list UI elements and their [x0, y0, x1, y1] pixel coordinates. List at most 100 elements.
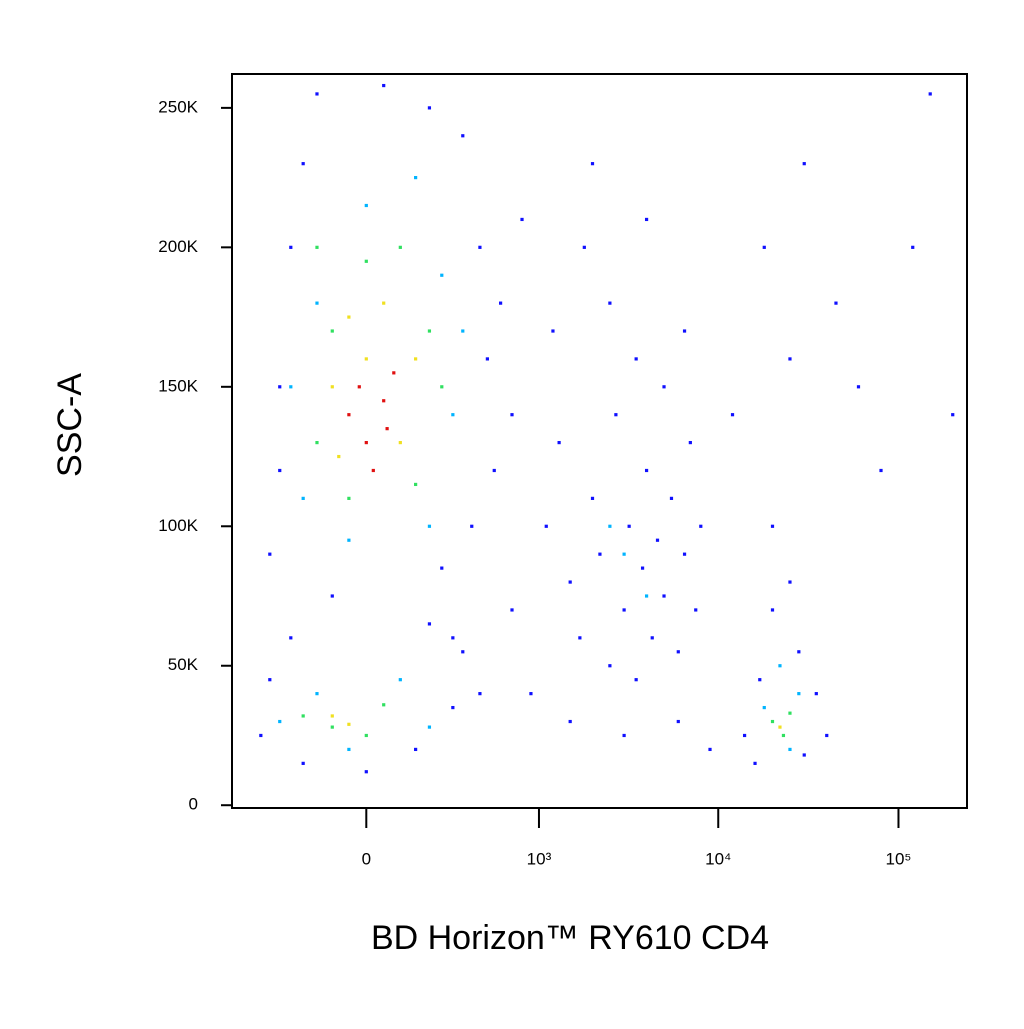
event-dot	[510, 413, 514, 417]
event-dot	[330, 329, 334, 333]
event-dot	[440, 566, 444, 570]
y-tick-label: 100K	[158, 516, 198, 535]
event-dot	[461, 650, 465, 654]
event-dot	[315, 692, 319, 696]
event-dot	[347, 747, 351, 752]
event-dot	[742, 733, 747, 738]
event-dot	[529, 692, 533, 696]
plot-frame	[231, 73, 968, 809]
event-dot	[634, 357, 638, 361]
event-dot	[330, 594, 334, 598]
event-dot	[461, 134, 465, 138]
event-dot	[427, 524, 432, 528]
event-dot	[557, 440, 561, 445]
event-dot	[398, 678, 402, 682]
event-dot	[289, 385, 293, 389]
event-dot	[797, 692, 801, 696]
event-dot	[788, 580, 792, 584]
x-tick-label: 10³	[527, 849, 552, 868]
event-dot	[662, 594, 666, 598]
event-dot	[385, 427, 389, 431]
event-dot	[834, 301, 838, 305]
event-dot	[259, 733, 263, 738]
event-dot	[825, 733, 829, 738]
event-dot	[478, 692, 482, 696]
event-dot	[770, 608, 775, 612]
event-dot	[301, 714, 305, 718]
event-dot	[364, 357, 368, 361]
event-dot	[347, 413, 351, 417]
event-dot	[382, 301, 386, 305]
event-dot	[451, 636, 455, 640]
event-dot	[669, 496, 674, 500]
event-dot	[382, 399, 386, 403]
event-dot	[492, 468, 496, 473]
event-dot	[762, 705, 766, 710]
event-dot	[856, 385, 861, 389]
event-dot	[608, 524, 612, 528]
event-dot	[622, 608, 626, 612]
event-dot	[655, 538, 660, 542]
x-axis-label: BD Horizon™ RY610 CD4	[371, 919, 769, 957]
event-dot	[364, 770, 368, 774]
event-dot	[392, 371, 396, 375]
event-dot	[622, 733, 626, 738]
event-dot	[802, 753, 806, 757]
event-dot	[640, 566, 645, 570]
event-dot	[708, 747, 712, 752]
event-dot	[644, 468, 649, 473]
event-dot	[911, 245, 915, 249]
event-dot	[627, 524, 631, 528]
event-dot	[315, 92, 319, 96]
event-dot	[770, 524, 775, 528]
event-dot	[347, 315, 351, 319]
event-dot	[928, 92, 932, 96]
event-dot	[337, 454, 341, 459]
event-dot	[398, 440, 402, 445]
event-dot	[568, 580, 572, 584]
event-dot	[315, 440, 319, 445]
event-dot	[802, 162, 806, 166]
event-dot	[427, 622, 432, 626]
event-dot	[347, 722, 351, 726]
y-tick-label: 200K	[158, 237, 198, 256]
event-dot	[470, 524, 474, 528]
event-dot	[414, 357, 418, 361]
event-dot	[682, 329, 687, 333]
event-dot	[498, 301, 503, 305]
event-dot	[770, 719, 775, 724]
event-dot	[590, 162, 595, 166]
event-dot	[347, 496, 351, 500]
event-dot	[301, 162, 305, 166]
event-dot	[461, 329, 465, 333]
event-dot	[797, 650, 801, 654]
event-dot	[268, 552, 272, 556]
event-dot	[634, 678, 638, 682]
event-dot	[582, 245, 586, 249]
event-dot	[694, 608, 698, 612]
event-dot	[371, 468, 375, 473]
event-dot	[289, 245, 293, 249]
event-dot	[440, 273, 444, 277]
y-tick-label: 50K	[168, 655, 199, 674]
event-dot	[301, 761, 305, 765]
event-dot	[788, 357, 792, 361]
event-dot	[510, 608, 514, 612]
event-dot	[753, 761, 757, 765]
event-dot	[485, 357, 489, 361]
event-dot	[315, 301, 319, 305]
event-dot	[398, 245, 402, 249]
x-tick-label: 10⁴	[705, 849, 731, 868]
x-tick-label: 10⁵	[885, 849, 911, 868]
event-dot	[278, 719, 282, 724]
event-dot	[414, 747, 418, 752]
event-dot	[364, 203, 368, 208]
event-dot	[614, 413, 618, 417]
event-dot	[357, 385, 361, 389]
event-dot	[682, 552, 687, 556]
event-dot	[879, 468, 883, 473]
event-dot	[330, 385, 334, 389]
event-dot	[951, 413, 955, 417]
